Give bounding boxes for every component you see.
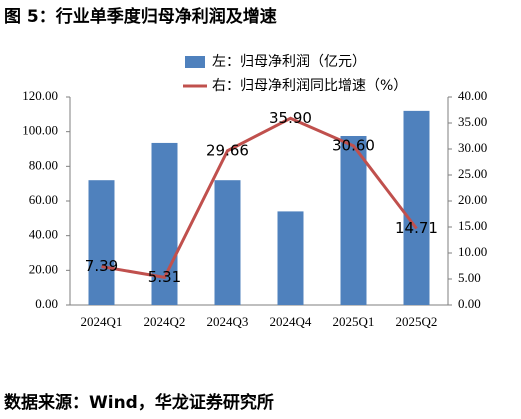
x-tick-label: 2024Q3: [207, 314, 249, 329]
bar: [88, 180, 115, 305]
data-label: 7.39: [85, 257, 118, 275]
y-tick-label: 120.00: [22, 88, 58, 103]
y2-tick-label: 25.00: [458, 166, 487, 181]
x-tick-label: 2024Q4: [270, 314, 312, 329]
y2-tick-label: 40.00: [458, 88, 487, 103]
chart-title: 图 5：行业单季度归母净利润及增速: [4, 6, 277, 27]
y2-tick-label: 0.00: [458, 296, 481, 311]
y-tick-label: 60.00: [29, 192, 58, 207]
x-tick-label: 2025Q2: [396, 314, 438, 329]
data-label: 29.66: [206, 141, 249, 159]
y-tick-label: 80.00: [29, 157, 58, 172]
source-note: 数据来源：Wind，华龙证券研究所: [4, 392, 274, 413]
data-label: 30.60: [332, 136, 375, 154]
y2-tick-label: 10.00: [458, 244, 487, 259]
y2-tick-label: 5.00: [458, 270, 481, 285]
y-tick-label: 100.00: [22, 123, 58, 138]
bar: [340, 136, 367, 305]
data-label: 35.90: [269, 109, 312, 127]
y2-tick-label: 15.00: [458, 218, 487, 233]
y-tick-label: 20.00: [29, 261, 58, 276]
legend-label: 右：归母净利润同比增速（%）: [212, 77, 407, 94]
legend-swatch: [185, 56, 205, 68]
y2-tick-label: 30.00: [458, 140, 487, 155]
x-tick-label: 2024Q1: [81, 314, 123, 329]
bar: [403, 110, 430, 305]
legend-label: 左：归母净利润（亿元）: [212, 53, 366, 70]
x-tick-label: 2024Q2: [144, 314, 186, 329]
data-label: 14.71: [395, 219, 438, 237]
y-tick-label: 0.00: [35, 296, 58, 311]
x-tick-label: 2025Q1: [333, 314, 375, 329]
y-tick-label: 40.00: [29, 227, 58, 242]
data-label: 5.31: [148, 268, 181, 286]
bar: [277, 211, 304, 305]
bar: [214, 180, 241, 305]
line: [101, 116, 418, 280]
y2-tick-label: 20.00: [458, 192, 487, 207]
y2-tick-label: 35.00: [458, 114, 487, 129]
